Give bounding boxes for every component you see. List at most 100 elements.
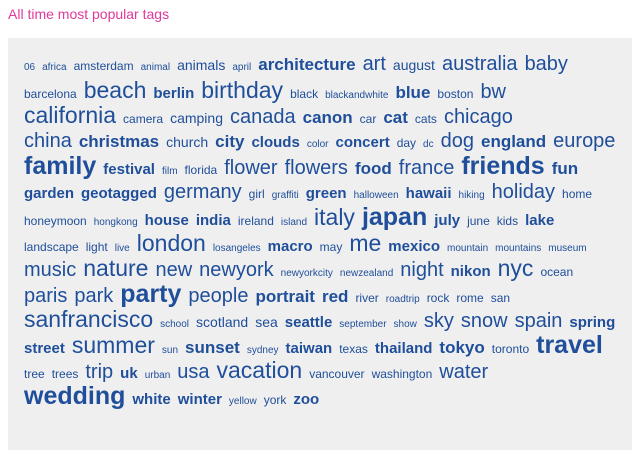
tag-link-school[interactable]: school: [160, 319, 190, 330]
tag-link-water[interactable]: water: [439, 361, 489, 383]
tag-link-family[interactable]: family: [24, 152, 97, 180]
tag-link-urban[interactable]: urban: [144, 370, 171, 381]
tag-link-hongkong[interactable]: hongkong: [93, 217, 138, 228]
tag-link-seattle[interactable]: seattle: [284, 314, 333, 331]
tag-link-india[interactable]: india: [195, 212, 231, 229]
tag-link-france[interactable]: france: [398, 157, 455, 179]
tag-link-lake[interactable]: lake: [525, 212, 555, 229]
tag-link-ireland[interactable]: ireland: [237, 214, 274, 228]
tag-link-live[interactable]: live: [114, 242, 130, 254]
tag-link-beach[interactable]: beach: [83, 76, 147, 103]
tag-link-hawaii[interactable]: hawaii: [405, 184, 452, 202]
tag-link-dog[interactable]: dog: [440, 129, 474, 152]
tag-link-germany[interactable]: germany: [163, 180, 242, 203]
tag-link-wedding[interactable]: wedding: [24, 381, 126, 410]
tag-link-rome[interactable]: rome: [456, 290, 484, 305]
tag-link-blue[interactable]: blue: [395, 82, 431, 102]
tag-link-barcelona[interactable]: barcelona: [24, 86, 77, 101]
tag-link-trees[interactable]: trees: [51, 367, 79, 381]
tag-link-uk[interactable]: uk: [120, 365, 138, 382]
tag-link-sanfrancisco[interactable]: sanfrancisco: [24, 306, 154, 332]
tag-link-car[interactable]: car: [359, 112, 377, 126]
tag-link-color[interactable]: color: [306, 138, 329, 150]
tag-link-landscape[interactable]: landscape: [24, 239, 79, 254]
tag-link-festival[interactable]: festival: [103, 161, 155, 178]
tag-link-tokyo[interactable]: tokyo: [439, 337, 485, 357]
tag-link-cat[interactable]: cat: [383, 108, 408, 127]
tag-link-island[interactable]: island: [280, 217, 308, 228]
tag-link-summer[interactable]: summer: [71, 331, 155, 358]
tag-link-fun[interactable]: fun: [551, 159, 579, 178]
tag-link-christmas[interactable]: christmas: [78, 131, 160, 151]
tag-link-honeymoon[interactable]: honeymoon: [24, 214, 87, 228]
tag-link-vancouver[interactable]: vancouver: [309, 367, 365, 381]
tag-link-river[interactable]: river: [355, 290, 379, 305]
tag-link-holiday[interactable]: holiday: [491, 180, 556, 203]
tag-link-food[interactable]: food: [354, 159, 392, 178]
tag-link-baby[interactable]: baby: [524, 53, 568, 75]
tag-link-hiking[interactable]: hiking: [458, 189, 485, 201]
tag-link-night[interactable]: night: [400, 259, 444, 281]
tag-link-black[interactable]: black: [290, 86, 319, 101]
tag-link-june[interactable]: june: [467, 214, 490, 228]
tag-link-show[interactable]: show: [393, 319, 417, 330]
tag-link-nikon[interactable]: nikon: [450, 263, 491, 280]
tag-link-washington[interactable]: washington: [371, 367, 433, 381]
tag-link-losangeles[interactable]: losangeles: [212, 242, 261, 254]
tag-link-cats[interactable]: cats: [414, 112, 437, 126]
tag-link-canon[interactable]: canon: [302, 108, 353, 127]
tag-link-garden[interactable]: garden: [24, 184, 75, 202]
tag-link-chicago[interactable]: chicago: [443, 106, 513, 128]
tag-link-newyork[interactable]: newyork: [199, 259, 274, 281]
tag-link-flowers[interactable]: flowers: [284, 157, 348, 179]
tag-link-april[interactable]: april: [232, 62, 252, 73]
tag-link-japan[interactable]: japan: [361, 203, 428, 231]
tag-link-zoo[interactable]: zoo: [293, 390, 320, 408]
tag-link-texas[interactable]: texas: [339, 341, 368, 356]
tag-link-ocean[interactable]: ocean: [540, 265, 574, 279]
tag-link-green[interactable]: green: [305, 184, 347, 202]
tag-link-london[interactable]: london: [136, 229, 206, 256]
tag-link-kids[interactable]: kids: [496, 214, 519, 228]
tag-link-flower[interactable]: flower: [224, 157, 278, 179]
tag-link-camera[interactable]: camera: [123, 112, 164, 126]
tag-link-toronto[interactable]: toronto: [491, 341, 530, 356]
tag-link-mountain[interactable]: mountain: [447, 242, 489, 254]
tag-link-rock[interactable]: rock: [426, 290, 450, 305]
tag-link-august[interactable]: august: [392, 57, 435, 73]
tag-link-nature[interactable]: nature: [83, 255, 149, 281]
tag-link-museum[interactable]: museum: [548, 242, 587, 254]
tag-link-people[interactable]: people: [188, 284, 249, 307]
tag-link-july[interactable]: july: [434, 212, 461, 229]
tag-link-me[interactable]: me: [349, 229, 382, 256]
tag-link-new[interactable]: new: [155, 259, 193, 281]
tag-link-sea[interactable]: sea: [255, 314, 278, 330]
tag-link-berlin[interactable]: berlin: [153, 84, 195, 102]
tag-link-white[interactable]: white: [132, 390, 171, 408]
tag-link-park[interactable]: park: [74, 284, 114, 307]
tag-link-snow[interactable]: snow: [460, 310, 508, 332]
tag-link-blackandwhite[interactable]: blackandwhite: [325, 89, 389, 101]
tag-link-newzealand[interactable]: newzealand: [339, 268, 394, 279]
tag-link-dc[interactable]: dc: [423, 138, 434, 150]
tag-link-canada[interactable]: canada: [229, 106, 296, 128]
tag-link-roadtrip[interactable]: roadtrip: [385, 293, 420, 305]
tag-link-birthday[interactable]: birthday: [201, 76, 284, 103]
tag-link-concert[interactable]: concert: [335, 133, 390, 151]
tag-link-italy[interactable]: italy: [314, 204, 355, 230]
tag-link-usa[interactable]: usa: [177, 361, 210, 383]
tag-link-trip[interactable]: trip: [85, 361, 114, 383]
tag-link-amsterdam[interactable]: amsterdam: [73, 59, 134, 73]
tag-link-house[interactable]: house: [144, 212, 189, 229]
tag-link-taiwan[interactable]: taiwan: [285, 339, 333, 357]
tag-link-film[interactable]: film: [161, 166, 178, 177]
tag-link-sunset[interactable]: sunset: [185, 337, 240, 357]
tag-link-paris[interactable]: paris: [24, 284, 68, 307]
tag-link-architecture[interactable]: architecture: [258, 55, 356, 74]
tag-link-graffiti[interactable]: graffiti: [271, 189, 299, 201]
tag-link-art[interactable]: art: [362, 53, 386, 75]
tag-link-florida[interactable]: florida: [184, 163, 218, 177]
tag-link-africa[interactable]: africa: [42, 62, 67, 73]
tag-link-winter[interactable]: winter: [177, 390, 222, 408]
tag-link-portrait[interactable]: portrait: [255, 286, 315, 306]
